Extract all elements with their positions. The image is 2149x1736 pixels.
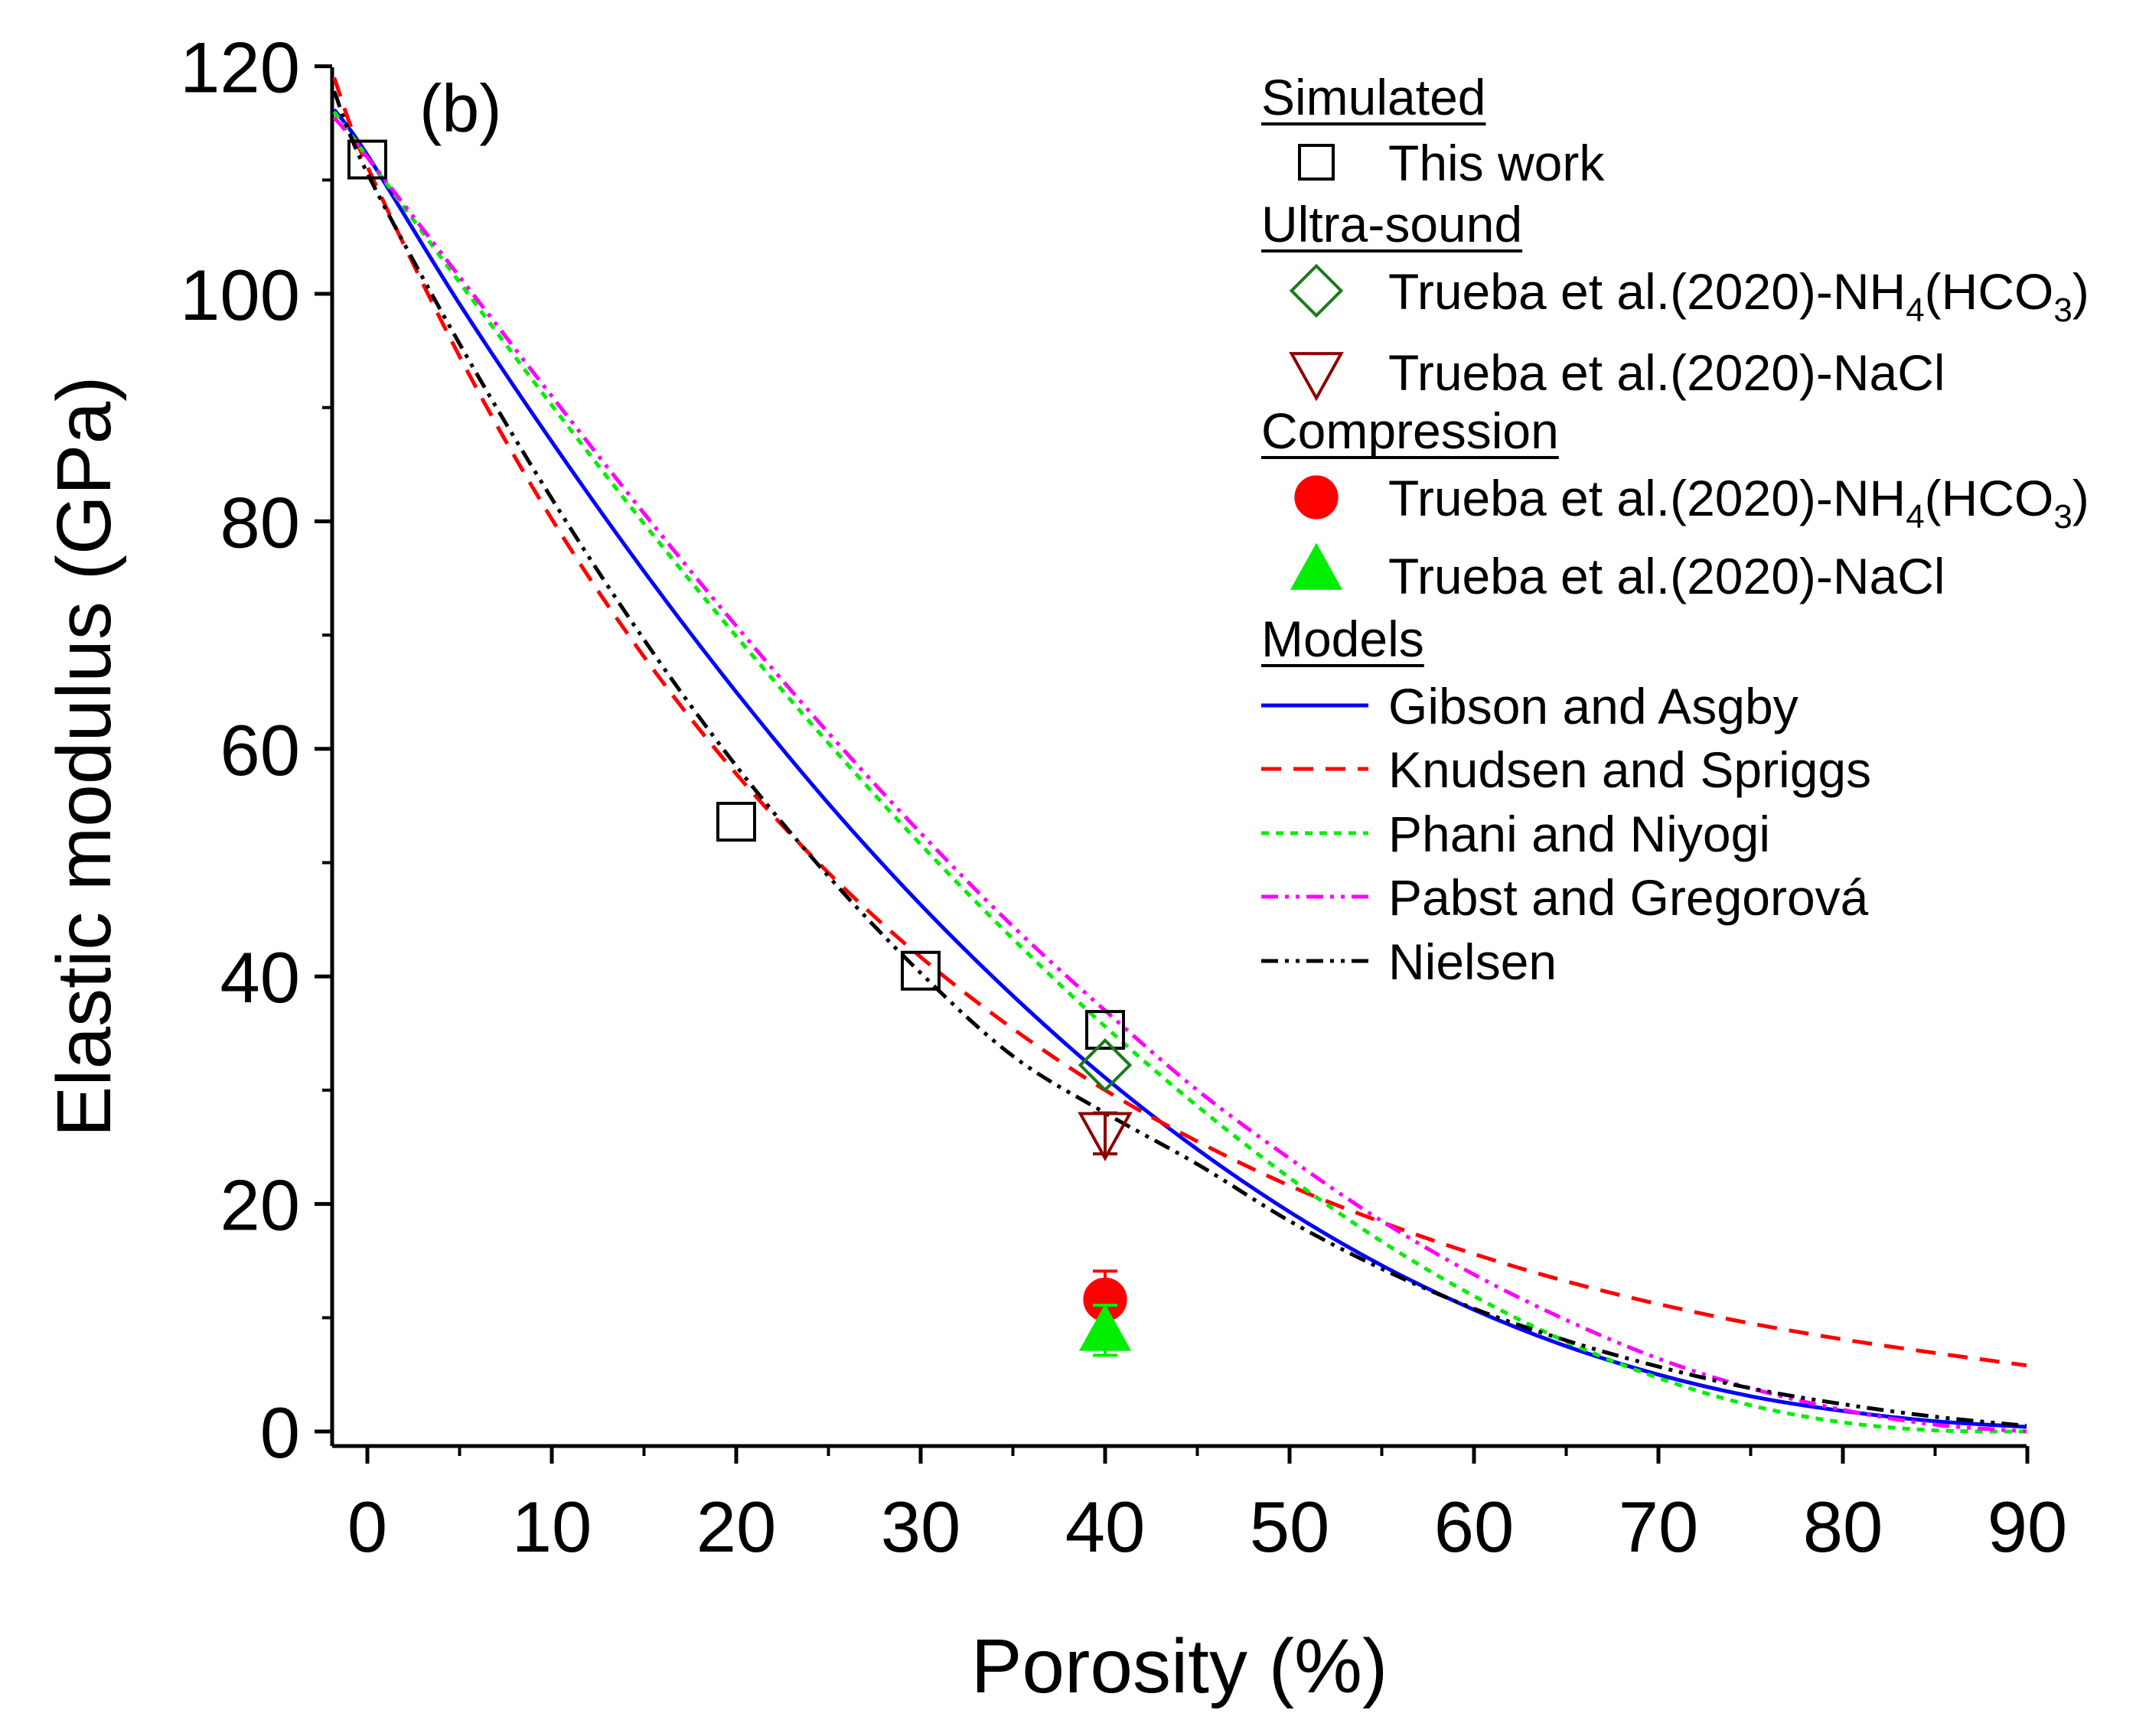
x-tick-label: 30 — [881, 1487, 961, 1567]
x-tick-label: 50 — [1250, 1487, 1330, 1567]
legend-entry-part: Trueba et al.(2020)-NH — [1388, 263, 1906, 320]
data-point-ultrasound-1 — [1078, 1037, 1133, 1093]
legend-entry-label: Trueba et al.(2020)-NH4(HCO3) — [1388, 263, 2089, 329]
y-tick-label: 40 — [220, 937, 300, 1018]
legend-entry-part: (HCO — [1925, 470, 2054, 526]
legend-model-label: Pabst and Gregorová — [1388, 869, 1869, 926]
x-tick-label: 60 — [1434, 1487, 1515, 1567]
legend-heading-ultrasound: Ultra-sound — [1261, 196, 1522, 252]
data-point-compression-4 — [1078, 1304, 1132, 1351]
x-ticks: 0 10 20 30 40 50 60 70 80 90 — [347, 1446, 2067, 1567]
legend-entry-part: Trueba et al.(2020)-NH — [1388, 470, 1906, 526]
y-axis-label: Elastic modulus (GPa) — [41, 376, 127, 1138]
legend-heading-compression: Compression — [1261, 402, 1559, 459]
data-point-simulated-0 — [716, 801, 756, 842]
x-tick-label: 20 — [696, 1487, 777, 1567]
y-tick-label: 80 — [220, 482, 300, 562]
legend-model-label: Nielsen — [1388, 933, 1557, 990]
x-tick-label: 10 — [512, 1487, 592, 1567]
legend-entry-part: 4 — [1906, 498, 1924, 536]
data-points — [347, 139, 1133, 1357]
model-curve-phani-and-niyogi — [332, 110, 2027, 1434]
data-point-simulated-0 — [1085, 1010, 1125, 1050]
x-axis-label: Porosity (%) — [971, 1624, 1388, 1709]
y-tick-label: 0 — [260, 1392, 300, 1473]
model-curve-knudsen-and-spriggs — [332, 77, 2027, 1368]
x-tick-label: 90 — [1988, 1487, 2068, 1567]
legend-symbol-ultrasound-nacl — [1289, 352, 1344, 402]
legend-entry-part: ) — [2072, 470, 2089, 526]
legend-symbol-compression-nh4hco3 — [1294, 475, 1339, 519]
model-curve-nielsen — [332, 90, 2027, 1428]
x-tick-label: 0 — [347, 1487, 387, 1567]
data-point-simulated-0 — [347, 139, 387, 180]
legend-symbol-compression-nacl — [1290, 542, 1343, 590]
y-ticks: 0 20 40 60 80 100 120 — [180, 28, 332, 1473]
y-tick-label: 60 — [220, 710, 300, 790]
legend-entry-label: Trueba et al.(2020)-NH4(HCO3) — [1388, 470, 2089, 536]
y-tick-label: 100 — [180, 255, 300, 335]
data-point-ultrasound-2 — [1078, 1112, 1133, 1161]
x-tick-label: 80 — [1803, 1487, 1883, 1567]
x-tick-label: 40 — [1065, 1487, 1146, 1567]
legend-heading-models: Models — [1261, 611, 1424, 667]
legend-symbol-this-work — [1298, 144, 1335, 181]
plot-axes — [330, 67, 2027, 1448]
y-tick-label: 20 — [220, 1165, 300, 1246]
legend-entry-part: (HCO — [1925, 263, 2054, 320]
data-point-simulated-0 — [901, 950, 941, 991]
panel-label: (b) — [419, 70, 502, 146]
model-curve-gibson-and-asgby — [332, 108, 2027, 1429]
legend-symbol-ultrasound-nh4hco3 — [1289, 263, 1344, 318]
legend-entry-part: 3 — [2053, 498, 2072, 536]
legend-entry-part: 4 — [1906, 292, 1924, 329]
legend-heading-simulated: Simulated — [1261, 69, 1486, 125]
x-tick-label: 70 — [1619, 1487, 1699, 1567]
legend-model-label: Knudsen and Spriggs — [1388, 741, 1871, 798]
legend-entry-label: This work — [1388, 135, 1605, 191]
legend-model-label: Gibson and Asgby — [1388, 678, 1798, 734]
legend-model-label: Phani and Niyogi — [1388, 806, 1770, 862]
y-tick-label: 120 — [180, 28, 300, 108]
legend-entry-label: Trueba et al.(2020)-NaCl — [1388, 548, 1945, 604]
legend-entry-part: ) — [2072, 263, 2089, 320]
legend-entry-part: 3 — [2053, 292, 2072, 329]
legend-entry-label: Trueba et al.(2020)-NaCl — [1388, 344, 1945, 401]
